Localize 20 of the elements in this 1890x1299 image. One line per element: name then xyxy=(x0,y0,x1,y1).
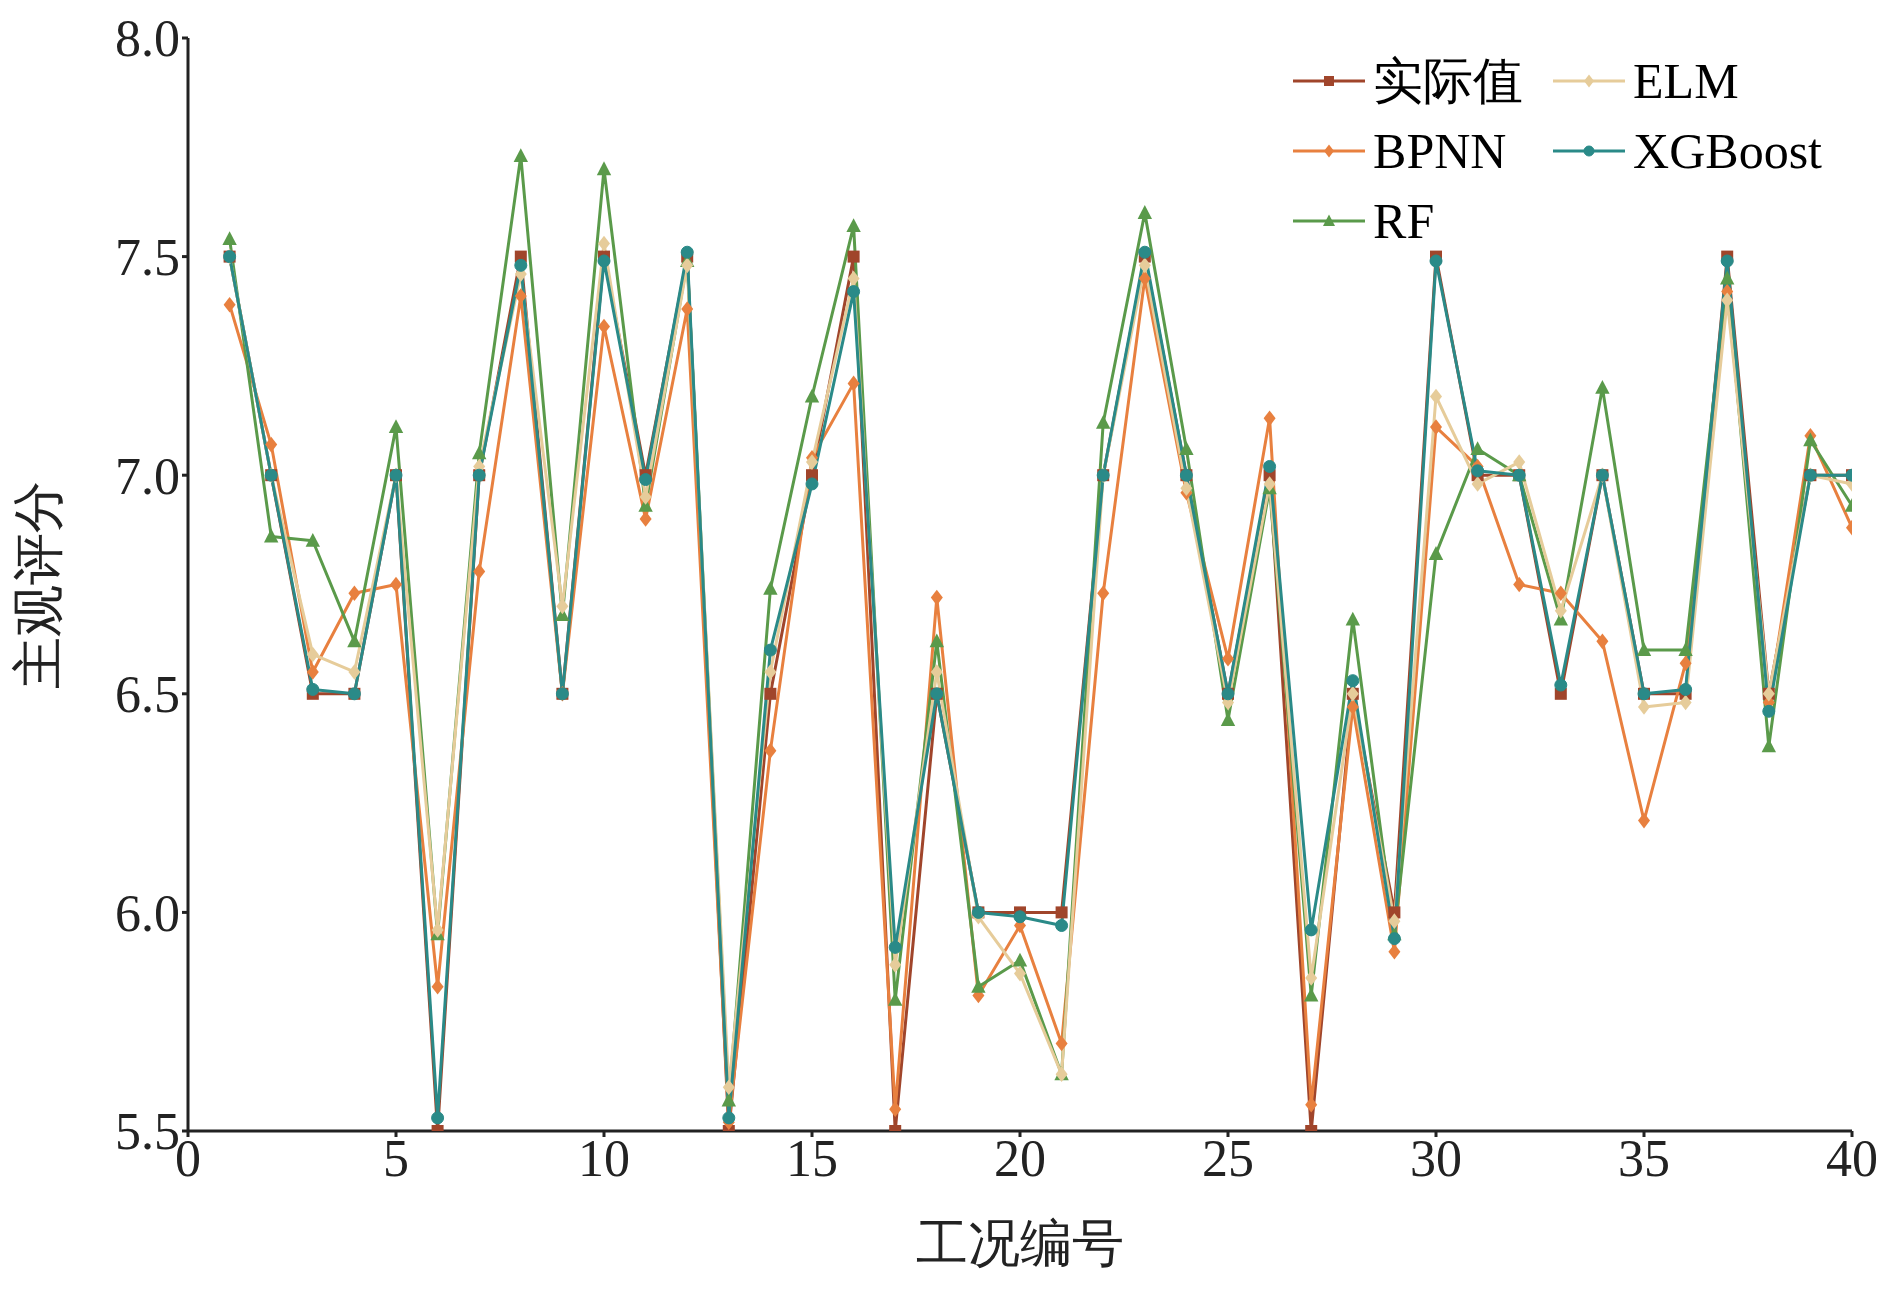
y-tick-label: 6.0 xyxy=(115,884,180,942)
y-tick-label: 8.0 xyxy=(115,10,180,68)
x-axis-title: 工况编号 xyxy=(916,1215,1124,1272)
x-tick-label: 40 xyxy=(1826,1129,1878,1187)
legend-label: RF xyxy=(1373,192,1435,251)
y-tick-label: 7.5 xyxy=(115,229,180,287)
legend-label: XGBoost xyxy=(1633,122,1822,181)
x-tick-label: 15 xyxy=(786,1129,838,1187)
y-axis-title: 主观评分 xyxy=(10,480,68,689)
x-tick-label: 30 xyxy=(1410,1129,1462,1187)
x-tick-label: 20 xyxy=(994,1129,1046,1187)
x-tick-label: 35 xyxy=(1618,1129,1670,1187)
legend-label: ELM xyxy=(1633,52,1739,111)
x-tick-label: 5 xyxy=(383,1129,409,1187)
x-tick-label: 10 xyxy=(578,1129,630,1187)
y-tick-label: 6.5 xyxy=(115,666,180,724)
x-tick-label: 25 xyxy=(1202,1129,1254,1187)
legend-label: BPNN xyxy=(1373,122,1507,181)
legend-label: 实际值 xyxy=(1373,52,1524,111)
y-tick-label: 7.0 xyxy=(115,447,180,505)
